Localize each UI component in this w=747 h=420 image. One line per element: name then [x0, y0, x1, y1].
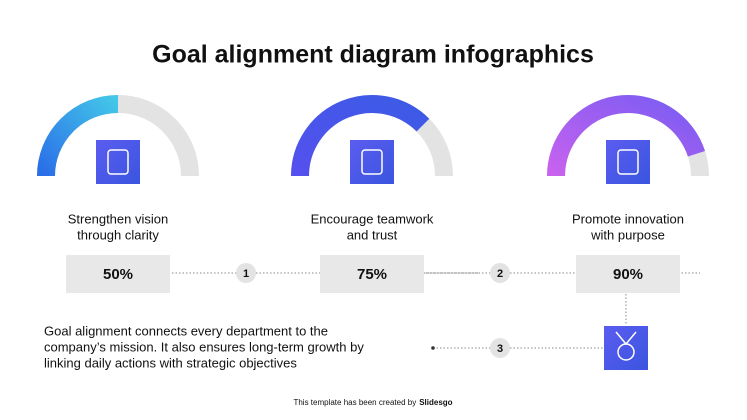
value-box	[320, 255, 424, 293]
step-number: 2	[497, 268, 503, 280]
description: company’s mission. It also ensures long-…	[44, 339, 364, 354]
goal-label: Strengthen vision	[68, 211, 168, 226]
icon	[96, 140, 140, 184]
gauge-fill	[547, 95, 706, 177]
footer-brand: Slidesgo	[419, 398, 452, 407]
goal-label: through clarity	[77, 227, 159, 242]
goal-label: Encourage teamwork	[311, 211, 434, 226]
footer-text: This template has been created by	[293, 398, 416, 407]
icon-glyph	[107, 149, 129, 175]
icon-glyph	[361, 149, 383, 175]
value-label: 90%	[613, 266, 643, 283]
goal-label: with purpose	[590, 227, 665, 242]
gauge-fill	[291, 95, 430, 177]
value-label: 50%	[103, 266, 133, 283]
dot	[431, 346, 435, 350]
goal-label: and trust	[347, 227, 398, 242]
title: Goal alignment diagram infographics	[152, 41, 594, 69]
step-number: 3	[497, 343, 503, 355]
value-box	[576, 255, 680, 293]
description: Goal alignment connects every department…	[44, 323, 328, 338]
goal-label: Promote innovation	[572, 211, 684, 226]
icon-glyph	[615, 331, 637, 346]
icon-glyph	[617, 149, 639, 175]
icon	[350, 140, 394, 184]
value-box	[66, 255, 170, 293]
description: linking daily actions with strategic obj…	[44, 355, 297, 370]
gauge-fill	[37, 95, 119, 177]
step-number: 1	[243, 268, 249, 280]
icon	[606, 140, 650, 184]
footer: This template has been created by Slidesg…	[293, 398, 452, 407]
step-circle	[236, 263, 256, 283]
value-label: 75%	[357, 266, 387, 283]
step-circle	[490, 338, 510, 358]
icon	[604, 326, 648, 370]
step-circle	[490, 263, 510, 283]
